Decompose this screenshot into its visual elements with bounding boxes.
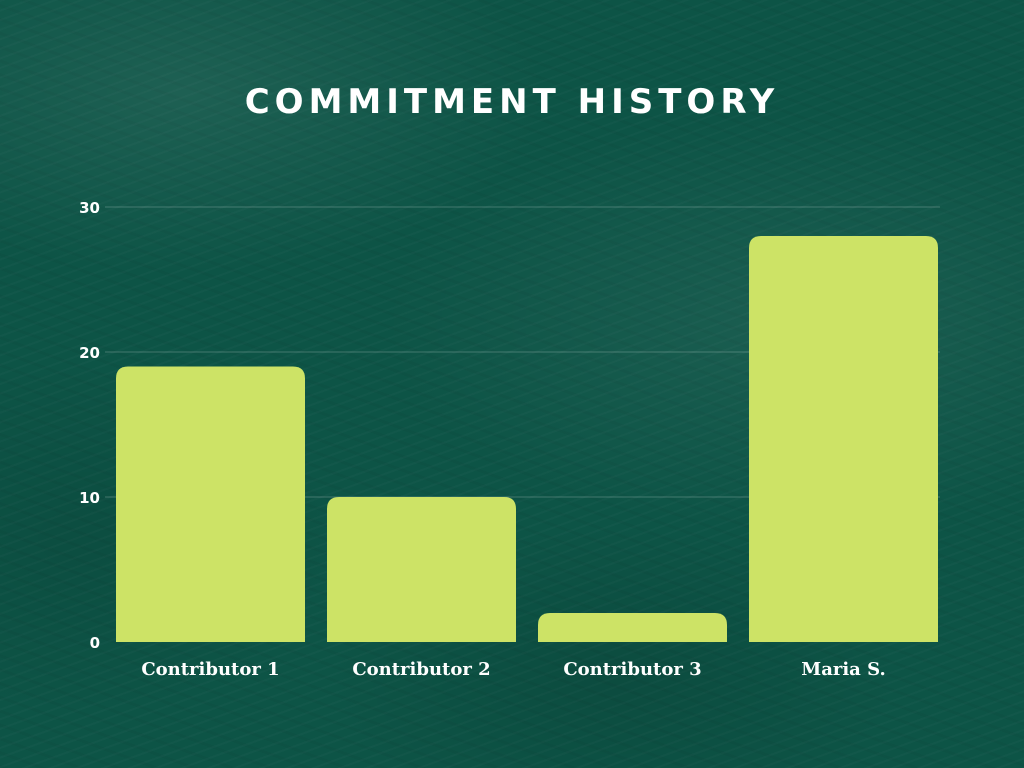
labels-layer: 0 10 20 30 Contributor 1 Contributor 2 Contrib… bbox=[79, 199, 886, 680]
x-category-label: Maria S. bbox=[801, 659, 885, 680]
chart-title: COMMITMENT HISTORY bbox=[244, 82, 780, 122]
bars-layer bbox=[116, 236, 938, 642]
bar-contributor-1 bbox=[116, 366, 305, 642]
y-tick-label: 0 bbox=[90, 634, 100, 652]
y-tick-label: 20 bbox=[79, 344, 100, 362]
y-tick-label: 30 bbox=[79, 199, 100, 217]
x-category-label: Contributor 1 bbox=[141, 659, 279, 680]
bar-maria-s bbox=[749, 236, 938, 642]
y-tick-label: 10 bbox=[79, 489, 100, 507]
bar-contributor-2 bbox=[327, 497, 516, 642]
x-category-label: Contributor 3 bbox=[563, 659, 701, 680]
x-category-label: Contributor 2 bbox=[352, 659, 490, 680]
bar-contributor-3 bbox=[538, 613, 727, 642]
